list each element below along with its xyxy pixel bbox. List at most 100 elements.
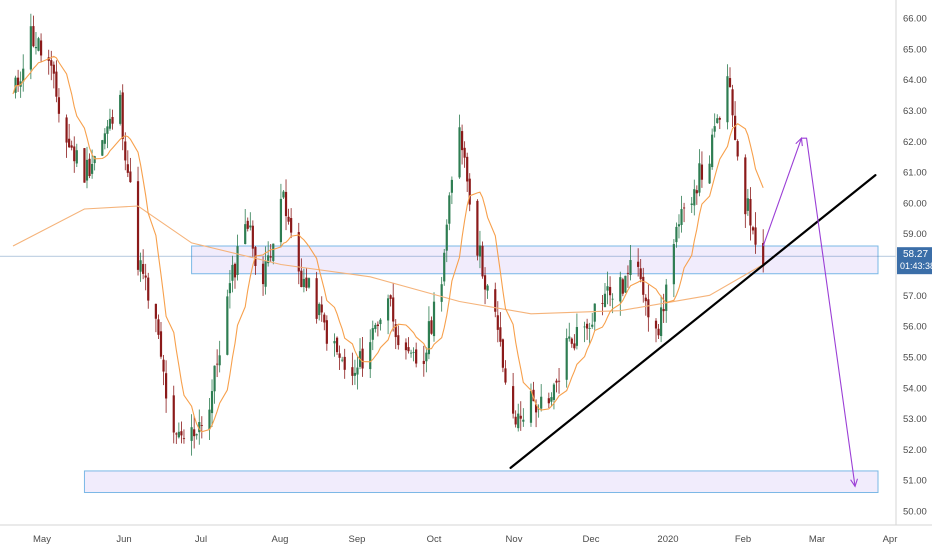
candle bbox=[494, 282, 497, 318]
candle bbox=[425, 347, 428, 373]
candle bbox=[379, 318, 382, 331]
candle bbox=[75, 143, 78, 168]
candle bbox=[629, 244, 632, 281]
candle-body bbox=[409, 352, 413, 354]
price-tick-label: 60.00 bbox=[903, 198, 927, 209]
candle bbox=[407, 337, 410, 354]
time-axis[interactable]: May Jun Jul Aug Sep Oct Nov Dec 2020 Feb Mar Apr bbox=[0, 524, 932, 550]
candle-body bbox=[450, 179, 453, 193]
time-tick-label: 2020 bbox=[657, 534, 678, 545]
candle-body bbox=[746, 198, 749, 211]
price-axis[interactable]: 50.00 51.00 52.00 53.00 54.00 55.00 56.00 57.00… bbox=[895, 0, 932, 525]
time-tick-label: Sep bbox=[349, 534, 366, 545]
candle bbox=[675, 222, 678, 248]
candle bbox=[626, 265, 630, 288]
candle-body bbox=[682, 207, 686, 209]
candle-body bbox=[261, 263, 265, 285]
candle bbox=[341, 356, 344, 363]
candle bbox=[734, 101, 737, 141]
candle-body bbox=[175, 433, 178, 435]
candle bbox=[496, 301, 499, 343]
candle bbox=[129, 157, 132, 183]
candle-body bbox=[272, 243, 275, 261]
candle-body bbox=[591, 324, 594, 327]
candle-body bbox=[305, 277, 308, 288]
candle-body bbox=[731, 89, 734, 116]
candle-body bbox=[333, 341, 336, 344]
candle-body bbox=[50, 60, 53, 66]
candle bbox=[208, 398, 211, 441]
candle-body bbox=[601, 303, 604, 304]
candle-body bbox=[425, 352, 428, 362]
candle bbox=[458, 114, 461, 179]
candle bbox=[287, 208, 290, 225]
candle-body bbox=[236, 246, 239, 275]
candle-body bbox=[690, 203, 693, 205]
candle bbox=[356, 356, 359, 390]
candle-body bbox=[318, 303, 321, 316]
candle bbox=[427, 306, 431, 360]
candle-body bbox=[443, 252, 446, 282]
candle bbox=[552, 382, 556, 410]
candle-body bbox=[249, 225, 252, 228]
candle-body bbox=[279, 198, 283, 243]
candle bbox=[555, 378, 558, 393]
projection-arrow[interactable] bbox=[762, 136, 859, 488]
candle bbox=[159, 322, 163, 359]
candle bbox=[386, 294, 390, 335]
price-tick-labels: 50.00 51.00 52.00 53.00 54.00 55.00 56.00 57.00… bbox=[903, 14, 927, 518]
candle bbox=[244, 209, 247, 245]
candle-body bbox=[68, 138, 71, 148]
candle bbox=[22, 54, 25, 92]
candle-body bbox=[302, 278, 305, 288]
candle bbox=[246, 217, 249, 232]
price-tick-label: 55.00 bbox=[903, 352, 927, 363]
candle bbox=[361, 336, 364, 377]
candle-body bbox=[532, 389, 535, 402]
candle-body bbox=[101, 140, 104, 156]
ascending-trendline[interactable] bbox=[509, 174, 877, 469]
candle bbox=[672, 239, 675, 298]
price-tick-label: 53.00 bbox=[903, 414, 927, 425]
candle-body bbox=[499, 327, 502, 342]
candle-body bbox=[338, 353, 341, 358]
candle-body bbox=[361, 348, 364, 369]
candle-body bbox=[642, 276, 645, 295]
candle-body bbox=[611, 298, 614, 300]
candle-body bbox=[619, 277, 622, 302]
candle bbox=[323, 312, 326, 331]
candle-body bbox=[32, 26, 35, 47]
candle-body bbox=[369, 342, 372, 370]
candle-body bbox=[698, 163, 701, 193]
last-price-value: 58.27 bbox=[903, 249, 928, 260]
candle bbox=[749, 187, 752, 241]
candle bbox=[522, 408, 525, 427]
candle-body bbox=[282, 191, 285, 198]
candle-body bbox=[119, 94, 122, 124]
candle-body bbox=[445, 224, 448, 251]
time-tick-label: Mar bbox=[809, 534, 825, 545]
candle bbox=[17, 69, 20, 92]
candle bbox=[343, 348, 346, 379]
candle-body bbox=[341, 359, 344, 361]
candle bbox=[611, 293, 614, 314]
candle-body bbox=[718, 118, 721, 120]
candle-body bbox=[466, 156, 469, 182]
price-tick-label: 50.00 bbox=[903, 507, 927, 518]
candle-body bbox=[711, 134, 714, 168]
candle-body bbox=[432, 301, 436, 337]
candle bbox=[272, 243, 275, 265]
candle-body bbox=[29, 26, 32, 70]
candle-body bbox=[75, 150, 78, 164]
candle bbox=[369, 329, 372, 379]
candle bbox=[647, 284, 650, 332]
candle-body bbox=[162, 359, 165, 372]
candle-body bbox=[665, 284, 668, 311]
candle bbox=[711, 128, 714, 170]
candle-body bbox=[83, 148, 86, 183]
candle bbox=[353, 359, 357, 385]
candle-body bbox=[22, 68, 25, 82]
candle-body bbox=[481, 245, 484, 277]
candle-body bbox=[476, 200, 479, 256]
